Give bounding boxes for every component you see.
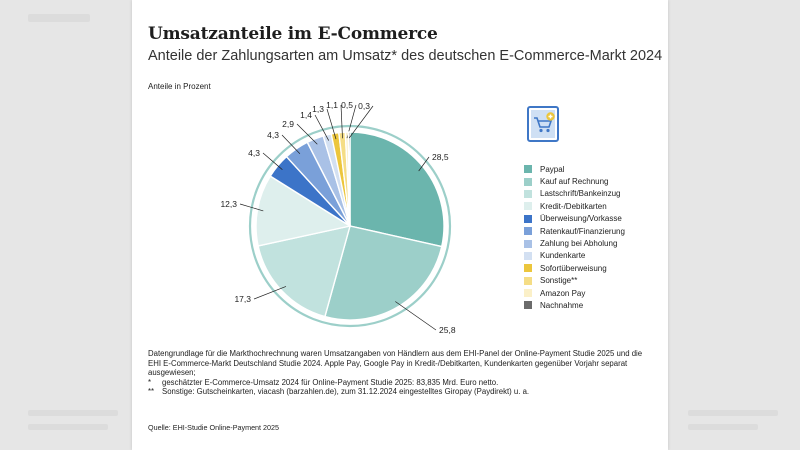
leader-line-9 [326, 108, 337, 140]
pie-slice-4 [255, 175, 352, 247]
footnote-2: ** Sonstige: Gutscheinkarten, viacash (b… [148, 387, 648, 397]
footnote-2-text: Sonstige: Gutscheinkarten, viacash (barz… [162, 387, 530, 397]
legend-item-1: Paypal [524, 163, 625, 175]
legend-swatch [524, 189, 532, 198]
pie-slice-2 [324, 225, 443, 321]
leader-line-5 [262, 152, 283, 170]
legend-swatch [524, 276, 532, 285]
legend-item-9: Sofortüberweisung [524, 262, 625, 274]
notes: Datengrundlage für die Markthochrechnung… [148, 349, 648, 397]
slice-value-label-11: 0,5 [341, 100, 353, 110]
background-ghost-text [28, 410, 118, 416]
slice-value-label-5: 4,3 [248, 148, 260, 158]
legend-label: Überweisung/Vorkasse [540, 214, 622, 224]
unit-label: Anteile in Prozent [148, 82, 211, 91]
slice-value-label-12: 0,3 [358, 101, 370, 111]
slice-value-label-6: 4,3 [267, 130, 279, 140]
background-ghost-text [28, 14, 90, 22]
legend-item-12: Nachnahme [524, 299, 625, 311]
footnote-1-text: geschätzter E-Commerce-Umsatz 2024 für O… [162, 377, 499, 387]
legend-label: Paypal [540, 164, 565, 174]
footnote-2-mark: ** [148, 387, 155, 397]
legend-swatch [524, 227, 532, 236]
slice-value-label-2: 25,8 [439, 325, 456, 335]
leader-line-8 [314, 114, 330, 141]
pie-slice-3 [257, 225, 351, 318]
leader-line-1 [418, 156, 430, 172]
legend-swatch [524, 289, 532, 298]
leader-line-6 [281, 134, 301, 154]
legend-item-4: Kredit-/Debitkarten [524, 200, 625, 212]
legend-item-8: Kundenkarte [524, 250, 625, 262]
footnote-1: * geschätzter E-Commerce-Umsatz 2024 für… [148, 378, 648, 388]
legend-swatch [524, 202, 532, 211]
legend-item-3: Lastschrift/Bankeinzug [524, 188, 625, 200]
slice-value-label-10: 1,1 [326, 100, 338, 110]
source-note: Quelle: EHI-Studie Online-Payment 2025 [148, 423, 280, 432]
leader-line-4 [239, 203, 264, 212]
legend-item-10: Sonstige** [524, 275, 625, 287]
legend-item-2: Kauf auf Rechnung [524, 175, 625, 187]
legend-label: Kauf auf Rechnung [540, 177, 609, 187]
legend-swatch [524, 239, 532, 248]
leader-line-7 [296, 123, 318, 145]
background-ghost-text [28, 424, 108, 430]
legend-swatch [524, 177, 532, 186]
legend-label: Lastschrift/Bankeinzug [540, 189, 621, 199]
legend-swatch [524, 264, 532, 273]
legend-label: Sonstige** [540, 276, 578, 286]
legend-label: Zahlung bei Abholung [540, 239, 618, 249]
legend-item-6: Ratenkauf/Finanzierung [524, 225, 625, 237]
footnote-1-mark: * [148, 377, 152, 387]
legend-swatch [524, 301, 532, 310]
legend-label: Sofortüberweisung [540, 263, 607, 273]
shopping-cart-icon [527, 106, 559, 142]
legend-item-5: Überweisung/Vorkasse [524, 213, 625, 225]
legend-item-11: Amazon Pay [524, 287, 625, 299]
leader-line-2 [395, 301, 437, 331]
leader-line-12 [348, 105, 374, 139]
leader-line-3 [253, 286, 287, 300]
background-ghost-text [688, 424, 758, 430]
infographic-card: Umsatzanteile im E-Commerce Anteile der … [132, 0, 668, 450]
legend-item-7: Zahlung bei Abholung [524, 237, 625, 249]
legend-swatch [524, 165, 532, 174]
legend-label: Amazon Pay [540, 288, 586, 298]
legend-label: Ratenkauf/Finanzierung [540, 226, 625, 236]
legend-swatch [524, 251, 532, 260]
legend-label: Nachnahme [540, 300, 584, 310]
legend: Paypal Kauf auf Rechnung Lastschrift/Banke… [524, 163, 625, 312]
slice-value-label-1: 28,5 [432, 152, 449, 162]
chart-subtitle: Anteile der Zahlungsarten am Umsatz* des… [148, 48, 663, 64]
background-right [668, 0, 800, 450]
pie-slice-12 [347, 131, 351, 227]
pie-slice-1 [349, 131, 445, 248]
notes-paragraph: Datengrundlage für die Markthochrechnung… [148, 349, 643, 378]
slice-value-label-9: 1,3 [312, 104, 324, 114]
chart-title: Umsatzanteile im E-Commerce [148, 24, 438, 44]
pie-chart: 28,525,817,312,34,34,32,91,41,3 1,1 0,5 0,3 [220, 100, 456, 335]
slice-value-label-4: 12,3 [220, 199, 237, 209]
legend-label: Kundenkarte [540, 251, 586, 261]
background-left [0, 0, 132, 450]
slice-value-label-3: 17,3 [234, 294, 251, 304]
leader-line-10 [340, 104, 343, 139]
legend-label: Kredit-/Debitkarten [540, 201, 607, 211]
background-ghost-text [688, 410, 778, 416]
legend-swatch [524, 214, 532, 223]
slice-value-label-8: 1,4 [300, 110, 312, 120]
slice-value-label-7: 2,9 [282, 119, 294, 129]
